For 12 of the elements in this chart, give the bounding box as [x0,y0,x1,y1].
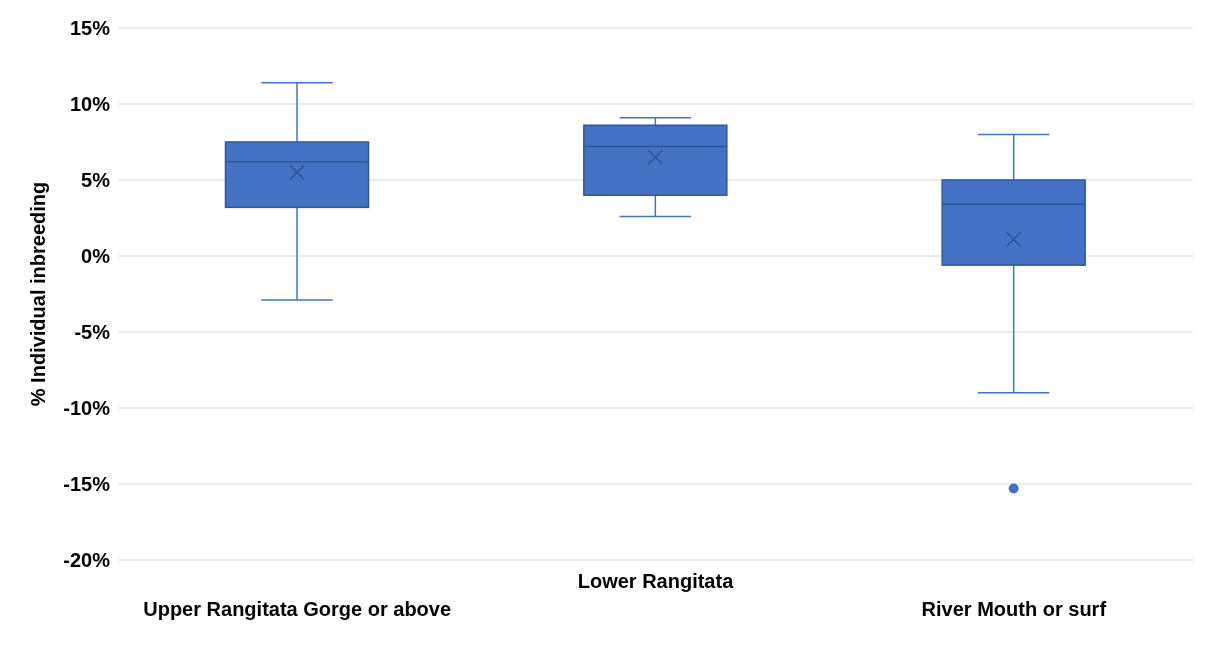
y-tick-label: 15% [69,17,111,40]
x-tick-label: Upper Rangitata Gorge or above [143,598,452,620]
y-tick-label: 5% [81,169,111,192]
x-tick-label: River Mouth or surf [921,598,1107,620]
y-tick-label: -20% [63,549,111,572]
y-tick-label: -5% [74,321,111,344]
y-tick-label: -10% [63,397,111,420]
y-tick-label: 0% [81,245,111,268]
y-tick-label: -15% [63,473,111,496]
x-tick-label: Lower Rangitata [577,570,735,592]
y-tick-label: 10% [69,93,111,116]
y-axis-title: % Individual inbreeding [27,181,50,407]
